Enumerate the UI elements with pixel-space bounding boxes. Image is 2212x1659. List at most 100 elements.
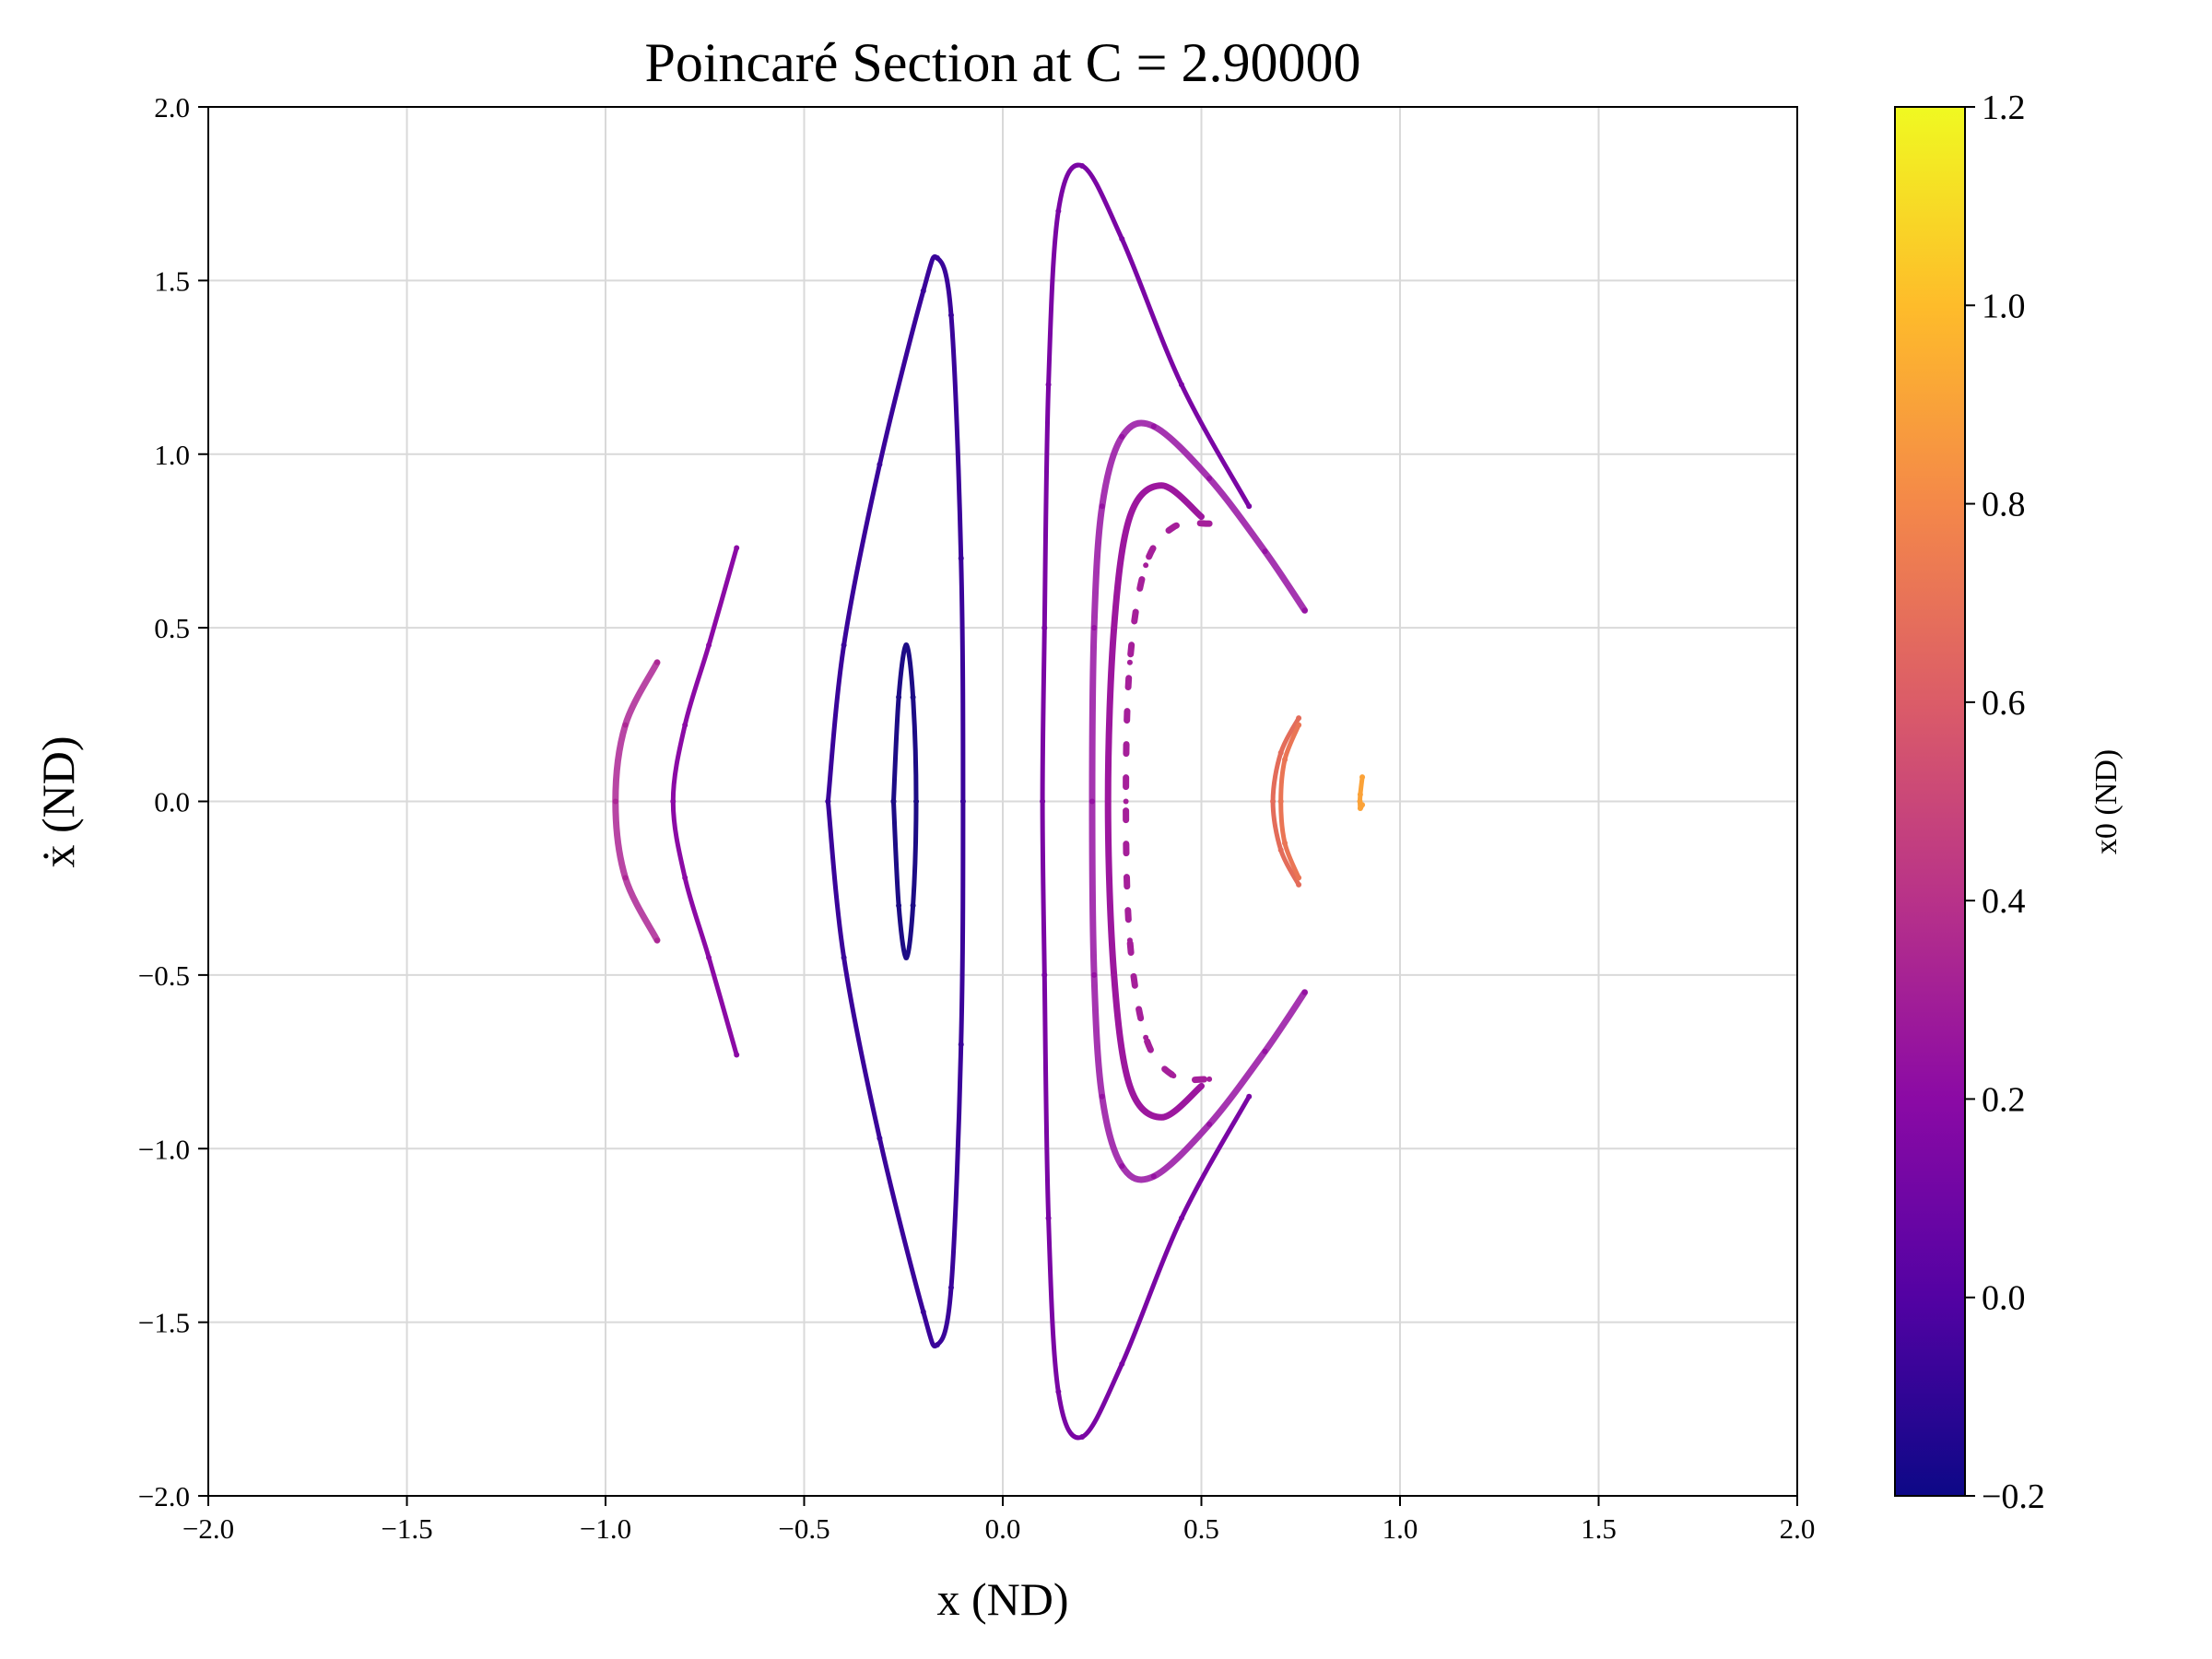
colorbar (1894, 106, 1966, 1497)
scatter-point (903, 955, 910, 961)
scatter-point (1099, 503, 1105, 510)
scatter-point (913, 798, 920, 805)
scatter-point (1296, 722, 1302, 728)
scatter-point (1099, 1093, 1105, 1100)
scatter-point (947, 1284, 954, 1290)
scatter-point (934, 1342, 940, 1348)
x-tick-label: −0.5 (778, 1512, 830, 1545)
scatter-point (1262, 1048, 1268, 1054)
scatter-point (734, 545, 740, 551)
scatter-point (1091, 971, 1098, 978)
scatter-point (612, 798, 618, 805)
scatter-point (1206, 521, 1213, 527)
scatter-point (1041, 625, 1048, 631)
scatter-point (1277, 798, 1284, 805)
scatter-point (896, 694, 902, 700)
scatter-point (1296, 881, 1302, 888)
scatter-point (1126, 659, 1133, 665)
scatter-point (1111, 625, 1117, 631)
scatter-point (1119, 1360, 1125, 1367)
scatter-point (706, 955, 712, 961)
y-tick-label: −1.5 (138, 1307, 190, 1339)
scatter-point (841, 641, 847, 648)
scatter-point (1045, 382, 1052, 388)
scatter-point (1119, 433, 1125, 440)
x-tick-label: 2.0 (1780, 1512, 1816, 1545)
y-tick-label: 1.0 (154, 439, 190, 471)
scatter-point (841, 955, 847, 961)
scatter-point (1178, 382, 1184, 388)
x-axis: −2.0 −1.5 −1.0 −0.5 0.0 0.5 1.0 1.5 2.0 (182, 1496, 1815, 1545)
scatter-point (1143, 562, 1149, 569)
scatter-point (1178, 1215, 1184, 1221)
scatter-point (1296, 715, 1302, 722)
scatter-point (1277, 749, 1284, 756)
scatter-point (1055, 208, 1062, 215)
scatter-point (920, 288, 926, 294)
scatter-point (1150, 1173, 1157, 1180)
scatter-point (706, 641, 712, 648)
scatter-point (877, 1135, 883, 1141)
scatter-point (1246, 503, 1253, 510)
colorbar-tick-label: −0.2 (1982, 1477, 2045, 1516)
scatter-point (1126, 937, 1133, 944)
scatter-point (1206, 1076, 1213, 1082)
scatter-point (896, 902, 902, 909)
scatter-point (825, 798, 831, 805)
x-axis-label: x (ND) (936, 1573, 1068, 1625)
scatter-point (682, 875, 688, 881)
scatter-point (1246, 1093, 1253, 1100)
colorbar-label: x0 (ND) (2089, 749, 2124, 854)
scatter-point (1111, 971, 1117, 978)
scatter-point (1123, 798, 1129, 805)
scatter-point (1126, 513, 1133, 520)
scatter-point (1119, 236, 1125, 242)
scatter-point (1088, 798, 1095, 805)
y-tick-label: 0.5 (154, 612, 190, 644)
scatter-point (1277, 847, 1284, 853)
chart-title: Poincaré Section at C = 2.90000 (644, 32, 1360, 93)
scatter-point (910, 902, 916, 909)
scatter-point (1282, 840, 1288, 846)
scatter-point (934, 254, 940, 261)
scatter-point (1079, 1433, 1086, 1440)
scatter-point (1041, 971, 1048, 978)
x-tick-label: −1.0 (580, 1512, 631, 1545)
colorbar-tick-label: 0.2 (1982, 1080, 2026, 1119)
data-series-layer (612, 162, 1366, 1441)
scatter-point (1357, 791, 1363, 797)
y-tick-label: −2.0 (138, 1480, 190, 1512)
scatter-point (1198, 1083, 1205, 1089)
x-tick-label: −1.5 (381, 1512, 432, 1545)
scatter-point (947, 312, 954, 319)
scatter-point (1091, 625, 1098, 631)
grid-lines (207, 106, 1798, 1497)
y-tick-label: −0.5 (138, 959, 190, 992)
scatter-point (1171, 524, 1177, 530)
x-tick-label: 1.5 (1581, 1512, 1617, 1545)
scatter-point (1206, 1121, 1213, 1127)
x-tick-label: 1.0 (1382, 1512, 1418, 1545)
colorbar-tick-label: 0.4 (1982, 882, 2026, 921)
scatter-point (958, 555, 964, 561)
colorbar-tick-label: 0.0 (1982, 1279, 2026, 1318)
y-tick-label: 1.5 (154, 265, 190, 297)
scatter-point (1282, 757, 1288, 763)
scatter-point (1119, 1163, 1125, 1170)
y-axis-label: ẋ (ND) (32, 735, 84, 867)
scatter-point (1296, 875, 1302, 881)
scatter-point (1262, 548, 1268, 555)
scatter-point (1198, 513, 1205, 520)
scatter-point (654, 659, 661, 665)
scatter-point (1159, 482, 1165, 488)
scatter-point (1143, 1034, 1149, 1041)
scatter-point (1206, 476, 1213, 482)
scatter-point (1150, 423, 1157, 429)
scatter-point (1301, 607, 1308, 614)
scatter-point (622, 875, 629, 881)
colorbar-tick-label: 0.8 (1982, 486, 2026, 524)
colorbar-tick-label: 1.2 (1982, 88, 2026, 127)
scatter-point (958, 1041, 964, 1048)
scatter-point (670, 798, 677, 805)
